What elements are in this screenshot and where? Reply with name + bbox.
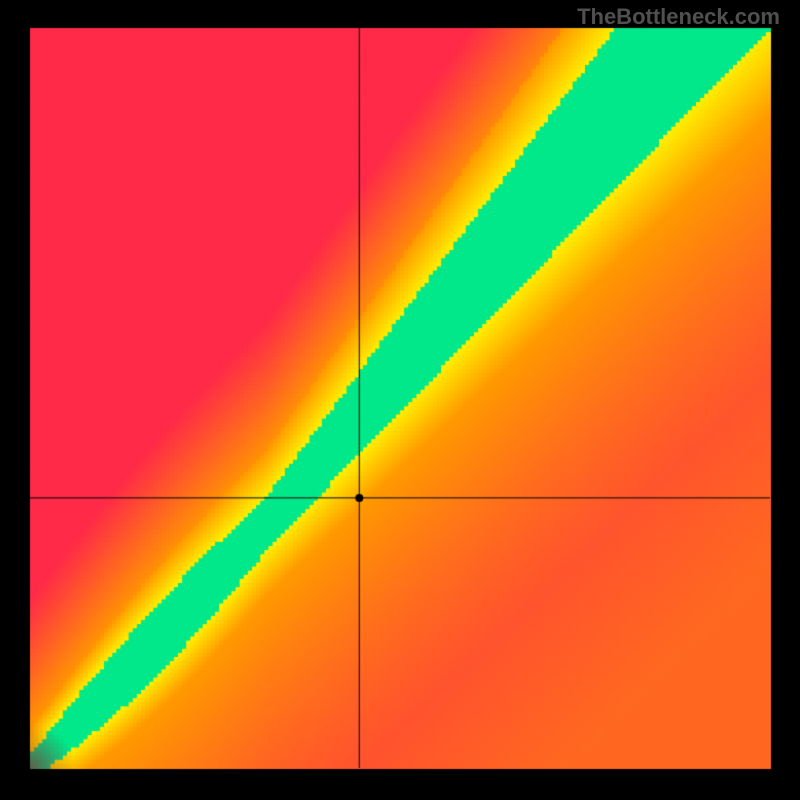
chart-container: TheBottleneck.com xyxy=(0,0,800,800)
watermark-text: TheBottleneck.com xyxy=(577,4,780,30)
heatmap-canvas xyxy=(0,0,800,800)
